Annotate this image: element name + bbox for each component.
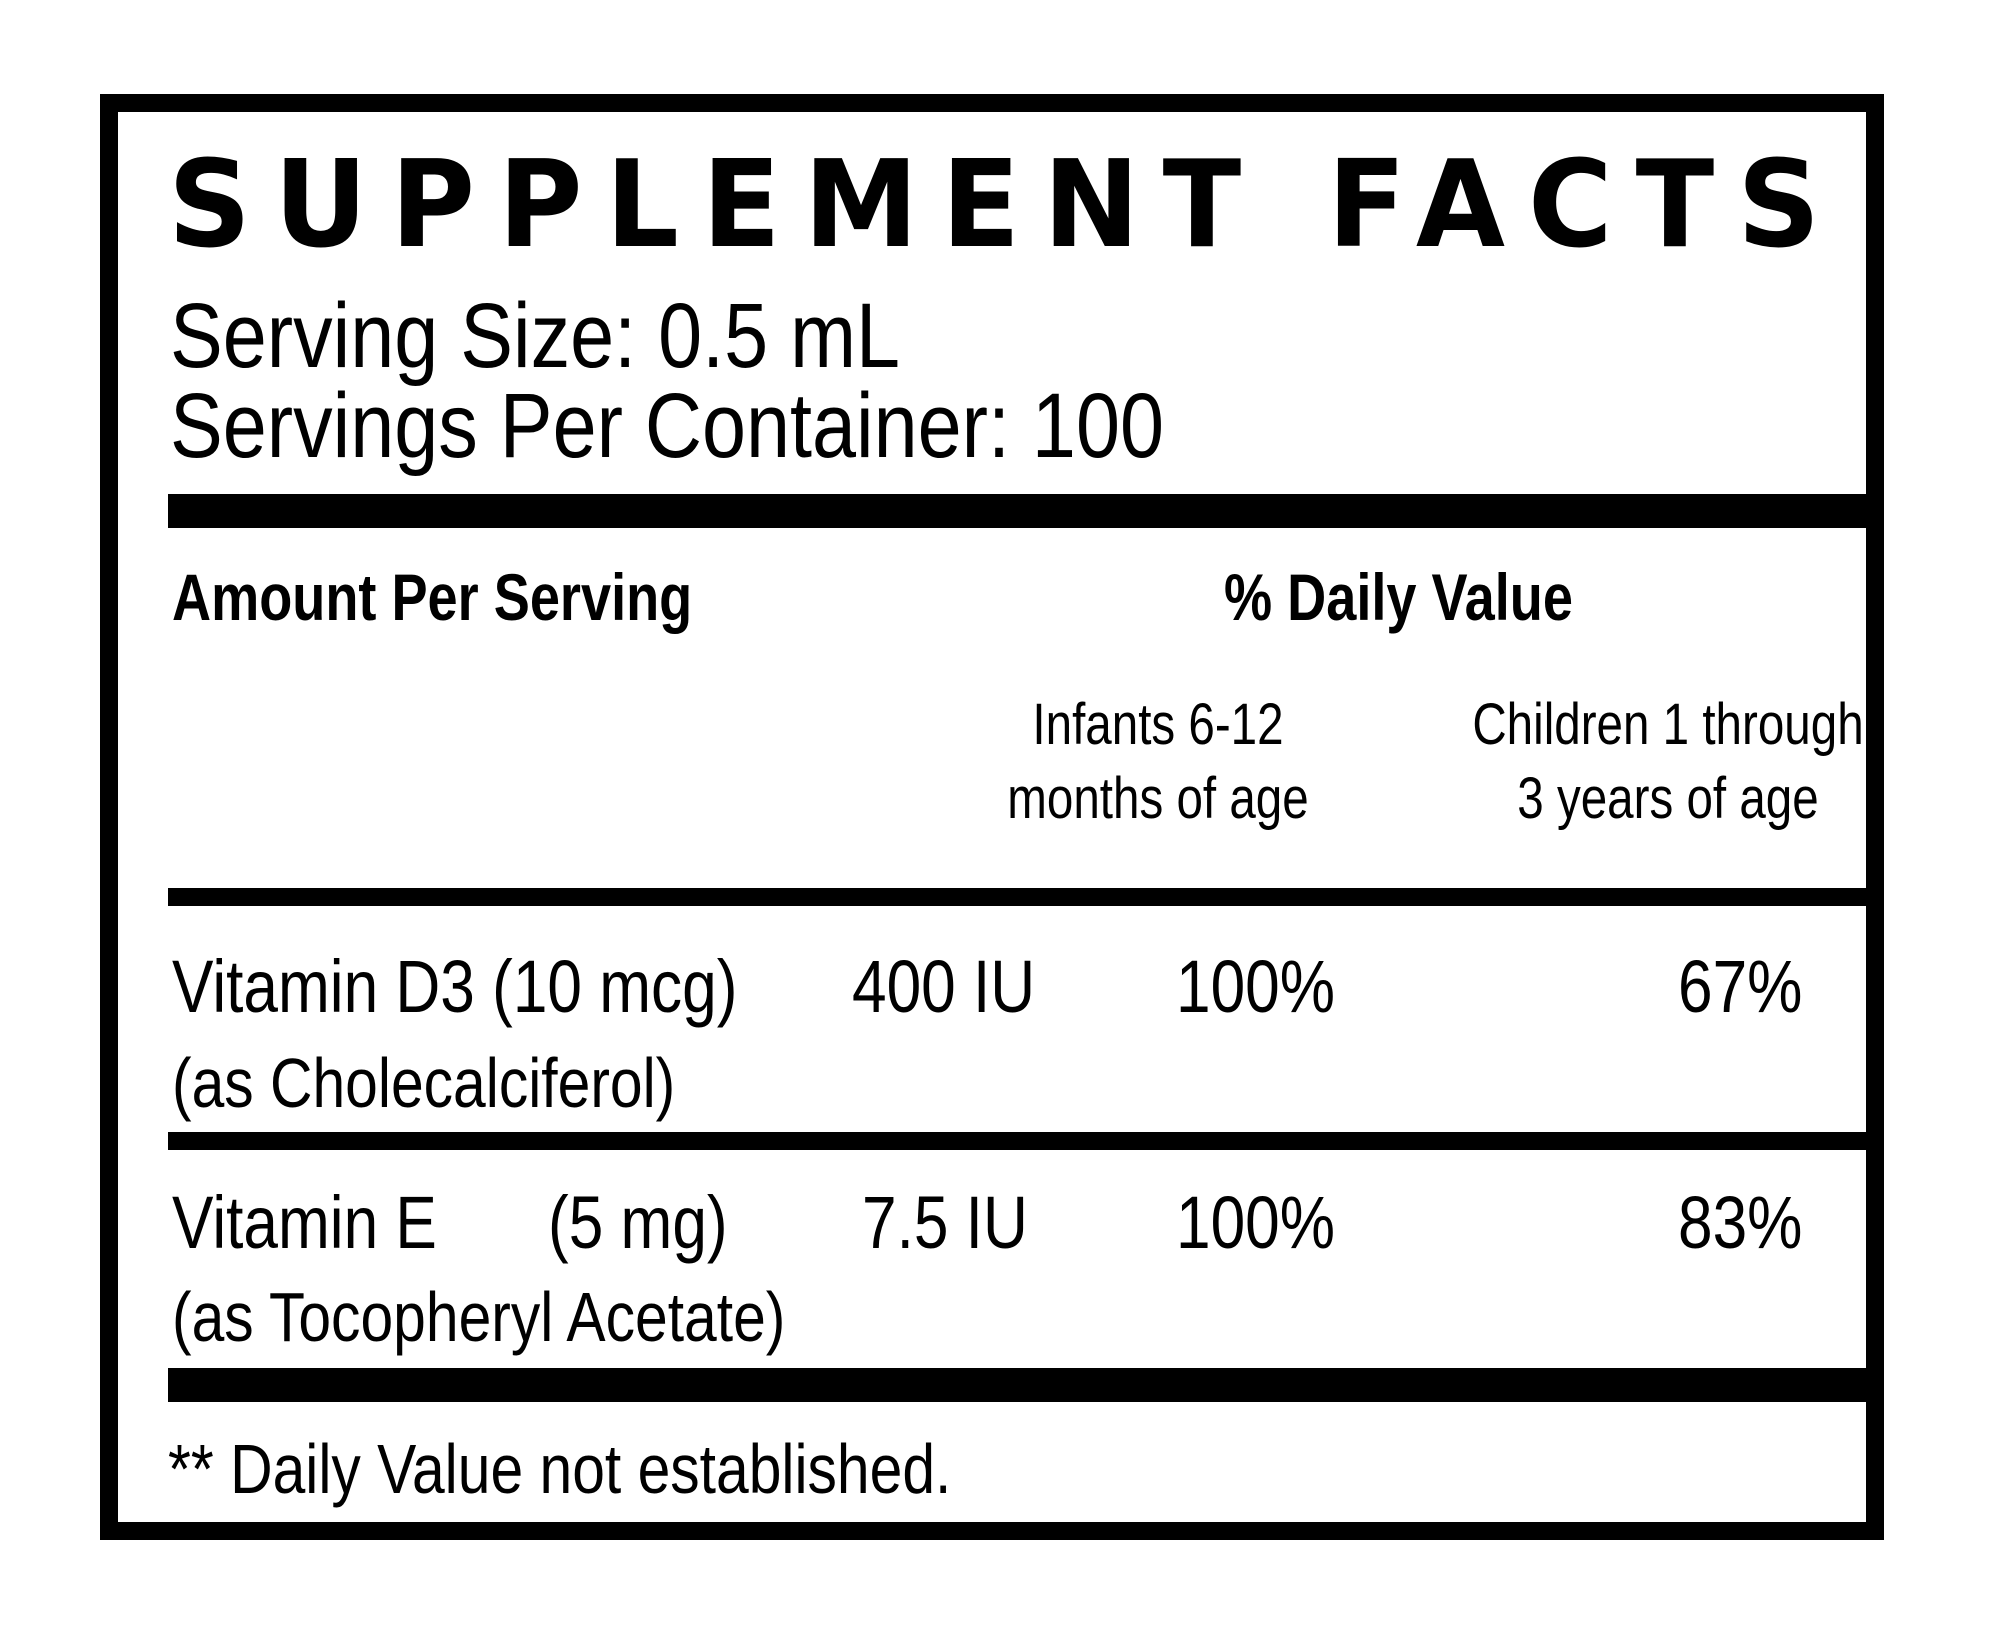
supplement-facts-panel: SUPPLEMENT FACTS Serving Size: 0.5 mL Se… xyxy=(100,94,1884,1540)
row-vitamin-e-infants-dv: 100% xyxy=(1176,1181,1335,1264)
column-header-children: Children 1 through 3 years of age xyxy=(1438,688,1897,836)
serving-size: Serving Size: 0.5 mL xyxy=(170,285,901,387)
row-vitamin-e-amount: 7.5 IU xyxy=(862,1181,1028,1264)
row-vitamin-e-name: Vitamin E xyxy=(172,1181,437,1264)
row-vitamin-d3-children-dv: 67% xyxy=(1678,945,1803,1028)
servings-per-container: Servings Per Container: 100 xyxy=(170,375,1164,477)
divider-thick-bottom xyxy=(168,1368,1868,1402)
divider-row xyxy=(168,1132,1868,1150)
column-header-infants-line1: Infants 6-12 xyxy=(1032,692,1284,757)
column-header-infants: Infants 6-12 months of age xyxy=(978,688,1339,836)
column-header-infants-line2: months of age xyxy=(1007,766,1309,831)
footnote: ** Daily Value not established. xyxy=(168,1430,952,1508)
row-vitamin-e-dose: (5 mg) xyxy=(548,1181,728,1264)
row-vitamin-d3-source: (as Cholecalciferol) xyxy=(172,1044,676,1122)
divider-header xyxy=(168,888,1868,906)
header-amount-per-serving: Amount Per Serving xyxy=(172,560,693,634)
divider-thick-top xyxy=(168,494,1868,528)
column-header-children-line2: 3 years of age xyxy=(1517,766,1819,831)
row-vitamin-e-children-dv: 83% xyxy=(1678,1181,1803,1264)
header-daily-value: % Daily Value xyxy=(1224,560,1573,634)
column-header-children-line1: Children 1 through xyxy=(1472,692,1864,757)
row-vitamin-d3-amount: 400 IU xyxy=(852,945,1036,1028)
panel-title: SUPPLEMENT FACTS xyxy=(168,136,1844,275)
row-vitamin-e-source: (as Tocopheryl Acetate) xyxy=(172,1278,786,1356)
row-vitamin-d3-infants-dv: 100% xyxy=(1176,945,1335,1028)
row-vitamin-d3-name: Vitamin D3 (10 mcg) xyxy=(172,945,738,1028)
